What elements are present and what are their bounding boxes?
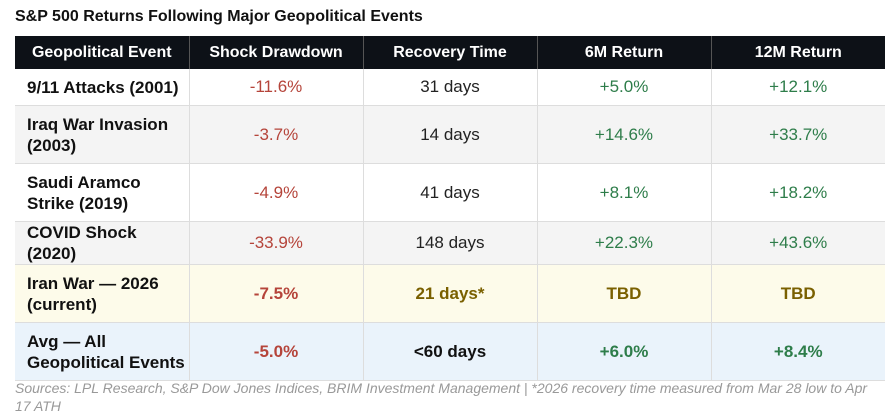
value-cell: +43.6% (711, 221, 885, 265)
table-row: Iran War — 2026 (current) -7.5% 21 days* TB… (15, 264, 885, 323)
table-row: 9/11 Attacks (2001) -11.6% 31 days +5.0% +12… (15, 69, 885, 106)
event-cell: Saudi Aramco Strike (2019) (15, 163, 190, 222)
event-cell: Iran War — 2026 (current) (15, 264, 190, 323)
value-cell: TBD (537, 264, 712, 323)
event-cell: Avg — All Geopolitical Events (15, 322, 190, 381)
title: S&P 500 Returns Following Major Geopolit… (15, 8, 423, 25)
value-cell: 31 days (363, 69, 538, 106)
value-cell: <60 days (363, 322, 538, 381)
returns-table: Geopolitical Event Shock Drawdown Recovery… (15, 36, 885, 381)
value-cell: 41 days (363, 163, 538, 222)
table-row: Iraq War Invasion (2003) -3.7% 14 days +14.… (15, 105, 885, 164)
header-row: Geopolitical Event Shock Drawdown Recovery… (15, 36, 885, 69)
column-header: Shock Drawdown (189, 36, 364, 69)
column-header: Geopolitical Event (15, 36, 190, 69)
value-cell: +6.0% (537, 322, 712, 381)
value-cell: +22.3% (537, 221, 712, 265)
value-cell: 14 days (363, 105, 538, 164)
event-cell: Iraq War Invasion (2003) (15, 105, 190, 164)
value-cell: +18.2% (711, 163, 885, 222)
table-row: Saudi Aramco Strike (2019) -4.9% 41 days +8… (15, 163, 885, 222)
column-header: 6M Return (537, 36, 712, 69)
value-cell: 21 days* (363, 264, 538, 323)
value-cell: +33.7% (711, 105, 885, 164)
event-name: Avg — All Geopolitical Events (27, 331, 185, 372)
table-row: COVID Shock (2020) -33.9% 148 days +22.3% +4… (15, 221, 885, 265)
value-cell: +8.1% (537, 163, 712, 222)
value-cell: +12.1% (711, 69, 885, 106)
column-header: 12M Return (711, 36, 885, 69)
footnote: Sources: LPL Research, S&P Dow Jones Ind… (15, 380, 868, 414)
event-name: Iraq War Invasion (2003) (27, 114, 169, 155)
event-cell: 9/11 Attacks (2001) (15, 69, 190, 106)
value-cell: -3.7% (189, 105, 364, 164)
event-name: Iran War — 2026 (current) (27, 273, 159, 314)
table-body: 9/11 Attacks (2001) -11.6% 31 days +5.0% +12… (15, 69, 885, 381)
value-cell: 148 days (363, 221, 538, 265)
value-cell: TBD (711, 264, 885, 323)
event-name: 9/11 Attacks (2001) (27, 77, 179, 97)
value-cell: +5.0% (537, 69, 712, 106)
event-cell: COVID Shock (2020) (15, 221, 190, 265)
value-cell: +14.6% (537, 105, 712, 164)
table-row: Avg — All Geopolitical Events -5.0% <60 da… (15, 322, 885, 381)
value-cell: -7.5% (189, 264, 364, 323)
value-cell: -5.0% (189, 322, 364, 381)
value-cell: +8.4% (711, 322, 885, 381)
event-name: Saudi Aramco Strike (2019) (27, 172, 141, 213)
event-name: COVID Shock (2020) (27, 223, 137, 263)
value-cell: -4.9% (189, 163, 364, 222)
value-cell: -33.9% (189, 221, 364, 265)
column-header: Recovery Time (363, 36, 538, 69)
value-cell: -11.6% (189, 69, 364, 106)
